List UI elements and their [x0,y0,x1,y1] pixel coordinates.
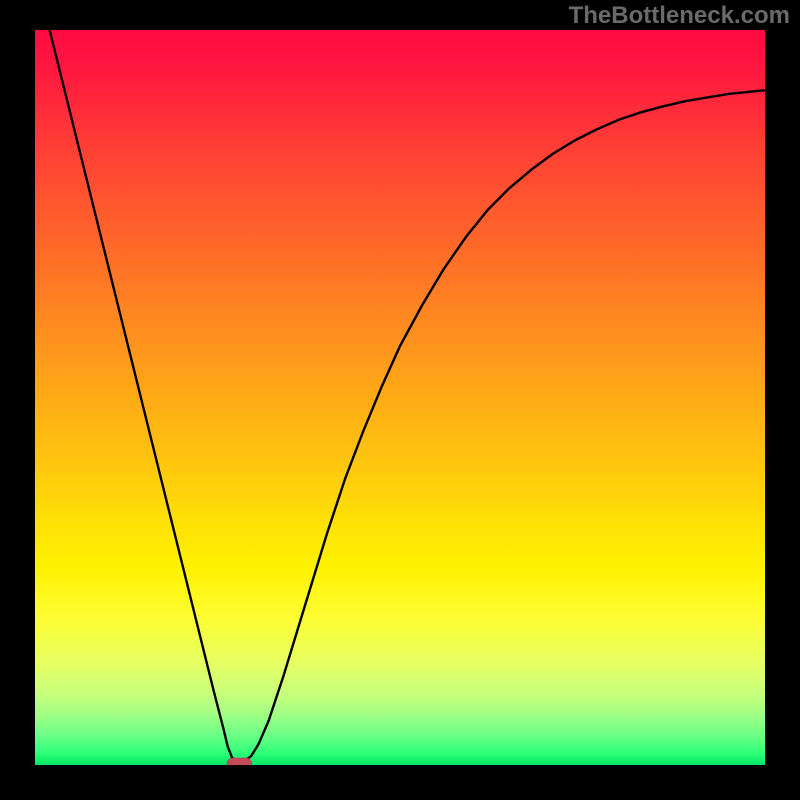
minimum-marker [227,758,252,769]
plot-svg [0,0,800,800]
watermark-text: TheBottleneck.com [569,2,790,30]
gradient-background [35,30,765,765]
figure-container: TheBottleneck.com [0,0,800,800]
